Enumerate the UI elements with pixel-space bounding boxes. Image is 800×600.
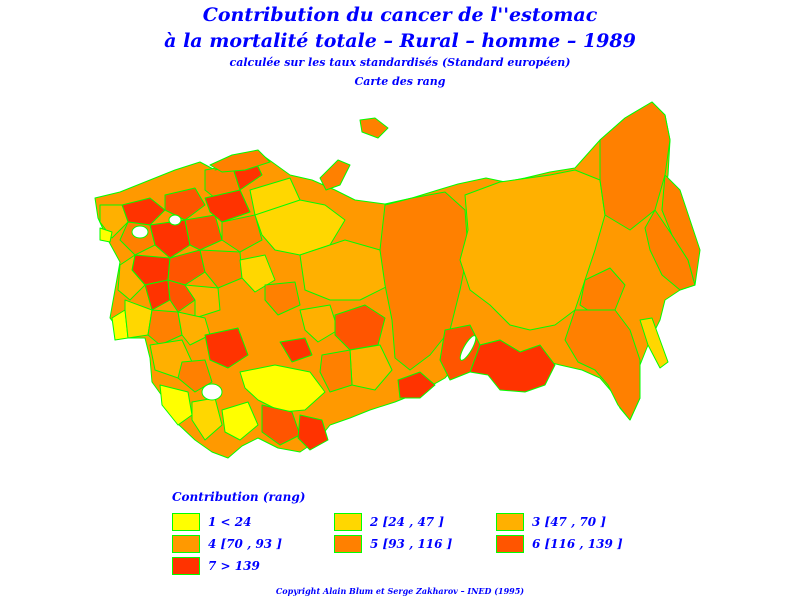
map-region	[221, 401, 259, 441]
map-region	[297, 414, 329, 451]
map-region	[167, 279, 196, 313]
map-region	[299, 304, 339, 343]
map-region	[359, 117, 389, 139]
map-region	[397, 371, 436, 399]
map-region	[204, 327, 249, 369]
legend-item: 4 [70 , 93 ]	[172, 535, 282, 553]
legend-item: 5 [93 , 116 ]	[334, 535, 452, 553]
legend-label: 5 [93 , 116 ]	[370, 537, 453, 551]
legend-swatch	[172, 557, 200, 575]
map-region	[159, 384, 193, 426]
map-region	[177, 311, 211, 346]
legend-label: 6 [116 , 139 ]	[532, 537, 623, 551]
map-region	[124, 299, 153, 339]
legend-title: Contribution (rang)	[172, 490, 306, 504]
legend-item: 1 < 24	[172, 513, 251, 531]
map-region	[239, 364, 326, 413]
map-title-line-1: Contribution du cancer de l''estomac	[202, 4, 598, 26]
map-region	[564, 309, 641, 421]
legend-swatch	[334, 513, 362, 531]
map-subtitle: calculée sur les taux standardisés (Stan…	[229, 56, 571, 69]
map-region	[379, 191, 469, 371]
legend-label: 1 < 24	[208, 515, 252, 529]
map-region	[99, 204, 129, 239]
legend-label: 3 [47 , 70 ]	[532, 515, 606, 529]
lake-baikal	[459, 335, 477, 361]
map-region	[319, 159, 351, 191]
map-region	[167, 249, 206, 286]
lake-ladoga	[131, 225, 149, 239]
map-region	[279, 337, 313, 363]
map-region	[221, 214, 263, 253]
legend-item: 3 [47 , 70 ]	[496, 513, 606, 531]
copyright-notice: Copyright Alain Blum et Serge Zakharov –…	[275, 586, 525, 596]
legend-swatch	[496, 513, 524, 531]
legend-item: 7 > 139	[172, 557, 260, 575]
map-region	[209, 149, 271, 173]
legend-item: 6 [116 , 139 ]	[496, 535, 623, 553]
map-region	[184, 214, 223, 251]
map-caption: Carte des rang	[354, 75, 446, 88]
lake-onega	[168, 214, 182, 226]
map-region	[147, 309, 183, 346]
map-region	[184, 284, 221, 319]
legend-item: 2 [24 , 47 ]	[334, 513, 444, 531]
map-region	[469, 339, 556, 393]
legend-swatch	[172, 513, 200, 531]
caspian-sea	[201, 383, 223, 401]
map-region	[319, 349, 353, 393]
legend-swatch	[496, 535, 524, 553]
legend-swatch	[172, 535, 200, 553]
map-region	[661, 174, 701, 286]
map-region	[264, 281, 301, 316]
legend-label: 7 > 139	[208, 559, 260, 573]
legend-label: 4 [70 , 93 ]	[208, 537, 282, 551]
legend-label: 2 [24 , 47 ]	[370, 515, 444, 529]
map-title-line-2: à la mortalité totale – Rural – homme – …	[164, 30, 636, 52]
map-region	[639, 317, 669, 369]
map-region	[204, 189, 251, 223]
map-region	[261, 404, 301, 446]
map-region	[199, 249, 243, 289]
map-region	[299, 239, 391, 301]
legend-swatch	[334, 535, 362, 553]
map-region	[164, 187, 206, 221]
map-region	[99, 227, 113, 243]
